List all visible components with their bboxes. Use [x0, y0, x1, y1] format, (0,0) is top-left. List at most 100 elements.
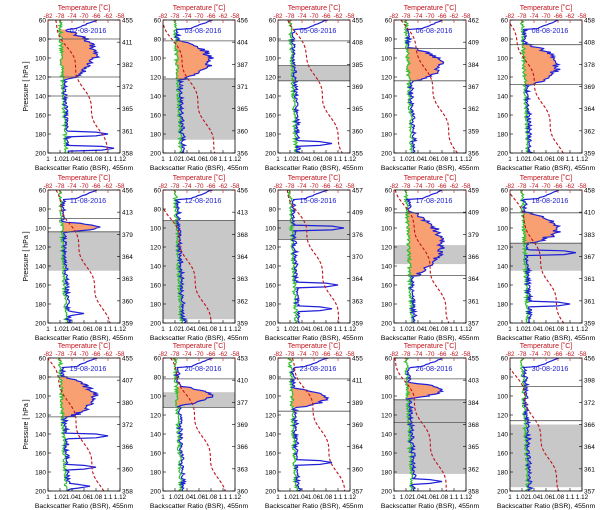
left-tick-label: 140 — [265, 264, 276, 271]
top-tick-label: -82 — [273, 183, 283, 190]
top-tick-label: -74 — [67, 183, 77, 190]
right-tick-label: 359 — [584, 321, 595, 328]
right-tick-label: 456 — [237, 18, 248, 25]
bottom-tick-label: 1 — [46, 326, 50, 333]
left-tick-label: 180 — [497, 302, 508, 309]
bottom-axis-title: Backscatter Ratio (BSR), 455nm — [150, 165, 249, 172]
left-tick-label: 140 — [497, 432, 508, 439]
bottom-tick-label: 1.1 — [334, 494, 343, 501]
left-tick-label: 120 — [35, 413, 46, 420]
bottom-tick-label: 1.1 — [450, 326, 459, 333]
panel-15-08-2016: 60 80 100 120 140 160 180 200 457 409 376 370 364 363… — [265, 174, 364, 342]
top-tick-label: -74 — [182, 183, 192, 190]
bsr-background-line — [172, 20, 184, 153]
left-tick-label: 180 — [381, 470, 392, 477]
right-tick-label: 457 — [352, 188, 363, 195]
left-tick-label: 100 — [497, 226, 508, 233]
temperature-line — [291, 358, 346, 491]
top-tick-label: -66 — [553, 13, 563, 20]
left-tick-label: 80 — [154, 37, 162, 44]
panel-plot-area — [278, 358, 350, 491]
left-tick-label: 200 — [381, 489, 392, 496]
left-tick-label: 160 — [265, 283, 276, 290]
date-label: 26-08-2016 — [416, 364, 453, 373]
right-tick-label: 356 — [237, 151, 248, 158]
bottom-tick-label: 1.12 — [576, 326, 589, 333]
bottom-axis-title: Backscatter Ratio (BSR), 455nm — [35, 335, 134, 342]
right-tick-label: 364 — [584, 106, 595, 113]
right-tick-label: 363 — [237, 466, 248, 473]
left-tick-label: 100 — [35, 56, 46, 63]
right-tick-label: 361 — [122, 128, 133, 135]
bsr-profile-line — [289, 358, 333, 491]
bottom-tick-label: 1.04 — [412, 156, 425, 163]
right-tick-label: 362 — [584, 128, 595, 135]
top-axis-title: Temperature [˚C] — [520, 174, 573, 182]
top-tick-label: -58 — [115, 13, 125, 20]
panel-plot-area — [48, 20, 120, 153]
right-tick-label: 369 — [237, 422, 248, 429]
right-tick-label: 365 — [237, 106, 248, 113]
left-tick-label: 100 — [381, 394, 392, 401]
bottom-tick-label: 1 — [508, 494, 512, 501]
top-axis-title: Temperature [˚C] — [58, 342, 111, 350]
bottom-axis-title: Backscatter Ratio (BSR), 455nm — [381, 335, 480, 342]
left-tick-label: 100 — [35, 394, 46, 401]
top-tick-label: -58 — [345, 183, 355, 190]
left-tick-label: 140 — [381, 94, 392, 101]
right-tick-label: 404 — [237, 40, 248, 47]
top-tick-label: -78 — [170, 13, 180, 20]
top-axis-title: Temperature [˚C] — [288, 174, 341, 182]
right-tick-label: 384 — [468, 400, 479, 407]
top-tick-label: -66 — [206, 13, 216, 20]
bottom-tick-label: 1.08 — [90, 326, 103, 333]
left-tick-label: 160 — [150, 113, 161, 120]
bottom-tick-label: 1.06 — [424, 326, 437, 333]
bottom-tick-label: 1.04 — [528, 326, 541, 333]
right-tick-label: 357 — [584, 489, 595, 496]
top-tick-label: -82 — [158, 13, 168, 20]
bottom-tick-label: 1.06 — [193, 494, 206, 501]
right-tick-label: 359 — [237, 321, 248, 328]
bottom-axis-title: Backscatter Ratio (BSR), 455nm — [265, 335, 364, 342]
right-tick-label: 367 — [584, 254, 595, 261]
panel-frame — [47, 357, 121, 492]
right-tick-label: 455 — [352, 356, 363, 363]
date-label: 20-08-2016 — [185, 364, 222, 373]
top-tick-label: -66 — [91, 13, 101, 20]
cloud-fill — [521, 44, 561, 85]
top-tick-label: -74 — [529, 183, 539, 190]
left-tick-label: 160 — [150, 451, 161, 458]
top-tick-label: -66 — [91, 351, 101, 358]
right-tick-label: 377 — [237, 400, 248, 407]
panel-plot-area — [278, 20, 350, 153]
left-tick-label: 60 — [269, 356, 277, 363]
left-tick-label: 120 — [265, 413, 276, 420]
right-tick-label: 411 — [352, 378, 363, 385]
top-tick-label: -82 — [43, 13, 53, 20]
top-tick-label: -66 — [437, 183, 447, 190]
left-tick-label: 160 — [497, 113, 508, 120]
temperature-line — [163, 20, 216, 153]
bottom-tick-label: 1.12 — [114, 156, 127, 163]
gray-region — [394, 399, 466, 474]
bottom-tick-label: 1.12 — [344, 156, 357, 163]
left-tick-label: 80 — [154, 207, 162, 214]
top-tick-label: -58 — [577, 351, 587, 358]
top-tick-label: -58 — [230, 351, 240, 358]
top-axis-title: Temperature [˚C] — [173, 4, 226, 12]
left-tick-label: 100 — [497, 56, 508, 63]
right-tick-label: 366 — [468, 254, 479, 261]
temperature-line — [163, 206, 212, 323]
bsr-background-line — [58, 190, 69, 323]
top-tick-label: -74 — [413, 183, 423, 190]
top-tick-label: -78 — [285, 13, 295, 20]
bsr-profile-line — [404, 20, 445, 153]
cloud-fill — [521, 212, 561, 244]
top-tick-label: -66 — [321, 351, 331, 358]
right-tick-label: 376 — [352, 232, 363, 239]
right-tick-label: 362 — [468, 106, 479, 113]
bottom-tick-label: 1.08 — [90, 494, 103, 501]
panel-frame — [277, 189, 351, 324]
